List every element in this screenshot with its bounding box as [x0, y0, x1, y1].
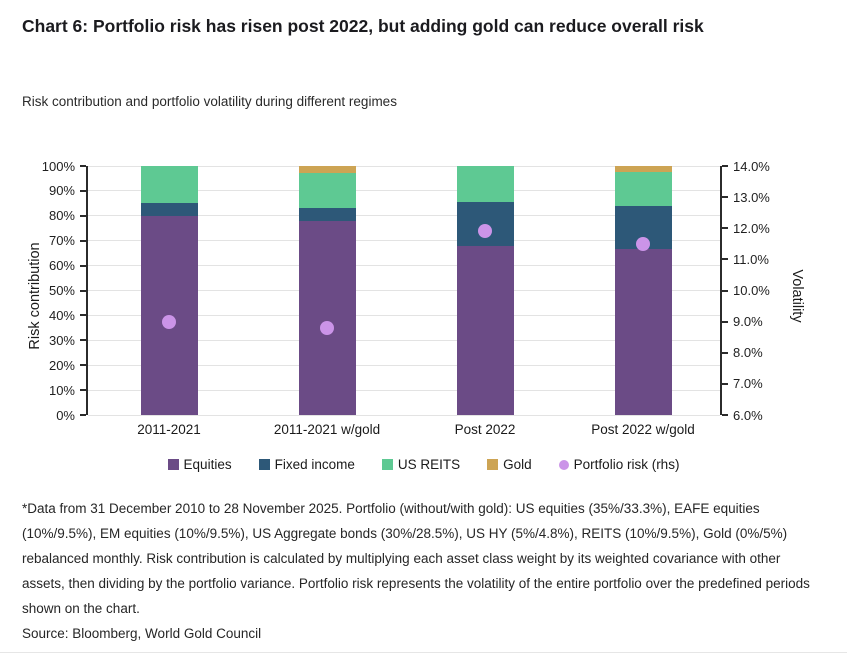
legend-square-marker	[167, 459, 179, 470]
right-axis-tick	[722, 258, 728, 261]
left-axis-tick-label: 10%	[48, 382, 75, 398]
right-axis-tick-label: 12.0%	[733, 220, 770, 236]
left-axis-tick	[80, 364, 86, 367]
gridline	[88, 314, 720, 316]
legend-square-marker	[258, 459, 270, 470]
right-axis-tick	[722, 227, 728, 230]
bar-segment-equities	[456, 245, 514, 415]
right-axis-tick-label: 8.0%	[733, 345, 763, 361]
right-axis-tick	[722, 382, 728, 385]
chart-title: Chart 6: Portfolio risk has risen post 2…	[22, 16, 704, 36]
bar-segment-us-reits	[614, 172, 672, 206]
gridline	[88, 265, 720, 267]
bar-segment-us-reits	[298, 173, 356, 209]
left-axis-tick	[80, 165, 86, 167]
right-axis-line	[720, 166, 722, 415]
legend-item-us-reits: US REITS	[381, 457, 461, 472]
portfolio-risk-dot	[162, 314, 176, 329]
right-axis-tick-label: 13.0%	[733, 189, 770, 205]
right-axis-tick	[722, 165, 728, 167]
gridline	[88, 190, 720, 192]
bar-segment-fixed-income	[298, 208, 356, 221]
left-axis-tick-label: 60%	[48, 258, 75, 274]
right-axis-tick	[722, 196, 728, 199]
left-axis-tick-label: 20%	[48, 357, 75, 373]
legend-label: Fixed income	[274, 457, 355, 472]
right-axis-tick-label: 9.0%	[733, 314, 763, 330]
legend-label: Portfolio risk (rhs)	[573, 457, 680, 472]
left-axis-tick-label: 90%	[48, 183, 75, 199]
x-axis-category-label: 2011-2021	[137, 422, 201, 437]
legend-label: Equities	[183, 457, 232, 472]
chart-legend: Equities Fixed income US REITS Gold Portfoli…	[0, 457, 847, 472]
bar-segment-us-reits	[140, 166, 198, 204]
legend-item-fixed-income: Fixed income	[258, 457, 355, 472]
source-text: Source: Bloomberg, World Gold Council	[22, 626, 262, 641]
x-axis-category-label: Post 2022 w/gold	[591, 422, 695, 437]
right-axis-tick-label: 7.0%	[733, 376, 763, 392]
legend-item-portfolio-risk-rhs-: Portfolio risk (rhs)	[558, 457, 680, 472]
gridline	[88, 240, 720, 242]
left-axis-tick-label: 30%	[48, 332, 75, 348]
bar-segment-fixed-income	[140, 203, 198, 216]
left-axis-line	[86, 166, 88, 415]
left-axis-tick-label: 0%	[56, 407, 75, 423]
gridline	[88, 215, 720, 217]
footnote-block: *Data from 31 December 2010 to 28 Novemb…	[22, 496, 817, 646]
right-axis-tick-label: 6.0%	[733, 407, 763, 423]
gridline	[88, 414, 720, 416]
right-axis-tick-label: 10.0%	[733, 283, 770, 298]
bar-segment-gold	[614, 166, 672, 173]
left-axis-tick	[80, 289, 86, 292]
right-axis-title: Volatility	[789, 269, 805, 323]
left-axis-tick	[80, 214, 86, 217]
right-axis-tick-label: 11.0%	[733, 251, 769, 267]
left-axis-tick	[80, 239, 86, 242]
legend-square-marker	[381, 459, 393, 470]
x-axis-category-label: Post 2022	[454, 422, 516, 437]
bar-segment-fixed-income	[456, 202, 514, 246]
right-axis-tick	[722, 414, 728, 416]
footnote-text: *Data from 31 December 2010 to 28 Novemb…	[22, 501, 810, 616]
x-axis-category-label: 2011-2021 w/gold	[273, 422, 381, 437]
left-axis-tick	[80, 264, 86, 267]
left-axis-tick	[80, 314, 86, 317]
left-axis-tick-label: 40%	[48, 307, 75, 323]
portfolio-risk-dot	[636, 236, 650, 251]
right-axis-tick	[722, 351, 728, 354]
left-axis-tick	[80, 414, 86, 416]
legend-item-equities: Equities	[167, 457, 232, 472]
legend-circle-marker	[558, 459, 569, 470]
bar-segment-equities	[614, 249, 672, 415]
portfolio-risk-dot	[478, 224, 492, 239]
legend-label: US REITS	[397, 457, 461, 472]
left-axis-tick-label: 100%	[41, 158, 75, 174]
legend-label: Gold	[503, 457, 532, 472]
left-axis-tick-label: 70%	[48, 233, 75, 249]
left-axis-tick	[80, 339, 86, 342]
left-axis-tick	[80, 189, 86, 192]
left-axis-tick	[80, 389, 86, 392]
bar-segment-gold	[298, 166, 356, 174]
gridline	[88, 389, 720, 391]
bar-segment-equities	[298, 220, 356, 415]
gridline	[88, 364, 720, 366]
gridline	[88, 290, 720, 291]
portfolio-risk-dot	[320, 320, 334, 335]
right-axis-tick-label: 14.0%	[733, 158, 770, 174]
left-axis-tick-label: 50%	[48, 283, 75, 298]
bar-segment-us-reits	[456, 166, 514, 203]
gridline	[88, 165, 720, 167]
legend-square-marker	[487, 459, 499, 470]
gridline	[88, 339, 720, 341]
legend-item-gold: Gold	[487, 457, 532, 472]
right-axis-tick	[722, 289, 728, 292]
chart-subtitle: Risk contribution and portfolio volatili…	[22, 94, 397, 109]
left-axis-tick-label: 80%	[48, 208, 75, 224]
right-axis-tick	[722, 320, 728, 323]
